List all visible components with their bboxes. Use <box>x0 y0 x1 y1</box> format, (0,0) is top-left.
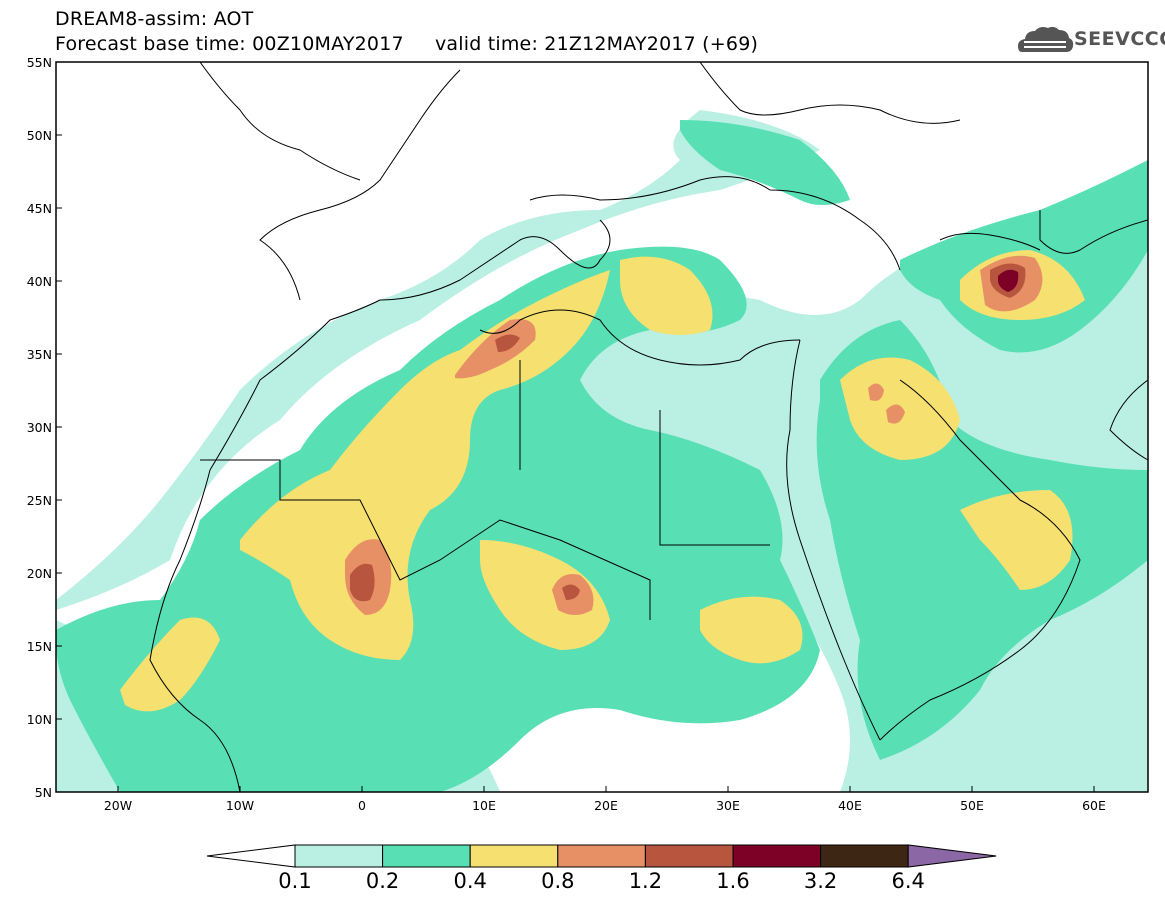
colorbar-label: 1.6 <box>716 869 750 893</box>
lat-label: 30N <box>27 420 52 435</box>
lat-axis: 55N 50N 45N 40N 35N 30N 25N 20N 15N 10N 5N <box>27 55 62 800</box>
lat-label: 20N <box>27 566 52 581</box>
colorbar-label: 0.1 <box>278 869 312 893</box>
lat-label: 15N <box>27 639 52 654</box>
colorbar-label: 6.4 <box>891 869 925 893</box>
lat-label: 40N <box>27 274 52 289</box>
lon-label: 10W <box>226 798 254 813</box>
colorbar-swatch <box>820 844 909 868</box>
colorbar-label: 0.2 <box>365 869 400 893</box>
coastlines <box>149 62 1148 792</box>
lon-label: 50E <box>960 798 984 813</box>
lat-label: 50N <box>27 128 52 143</box>
lon-label: 30E <box>716 798 740 813</box>
lon-axis: 20W 10W 0 10E 20E 30E 40E 50E 60E <box>104 786 1106 813</box>
lat-label: 35N <box>27 347 52 362</box>
colorbar-label: 3.2 <box>803 869 838 893</box>
lon-label: 10E <box>472 798 496 813</box>
lat-label: 55N <box>27 55 52 70</box>
colorbar-swatch <box>294 844 384 868</box>
lat-label: 25N <box>27 493 52 508</box>
lat-label: 45N <box>27 201 52 216</box>
colorbar-swatch <box>644 844 734 868</box>
aot-level-1.6 <box>998 269 1019 292</box>
colorbar-swatch <box>469 844 559 868</box>
logo-text: SEEVCCC <box>1074 28 1165 50</box>
cloud-icon <box>1018 26 1074 52</box>
forecast-time-line: Forecast base time: 00Z10MAY2017 valid t… <box>55 33 759 55</box>
colorbar-swatch <box>557 844 646 868</box>
colorbar-label: 1.2 <box>628 869 663 893</box>
colorbar-swatch <box>382 844 471 868</box>
lat-label: 5N <box>35 785 52 800</box>
map-title: DREAM8-assim: AOT <box>55 8 254 30</box>
lon-label: 60E <box>1082 798 1106 813</box>
lat-label: 10N <box>27 712 52 727</box>
lon-label: 20E <box>594 798 618 813</box>
colorbar-low-extend <box>206 844 296 868</box>
colorbar-high-extend <box>907 844 997 868</box>
colorbar-swatch <box>732 844 822 868</box>
lon-label: 20W <box>104 798 132 813</box>
colorbar-label: 0.4 <box>453 869 487 893</box>
lon-label: 40E <box>838 798 862 813</box>
colorbar-label: 0.8 <box>541 869 575 893</box>
lon-label: 0 <box>358 798 366 813</box>
